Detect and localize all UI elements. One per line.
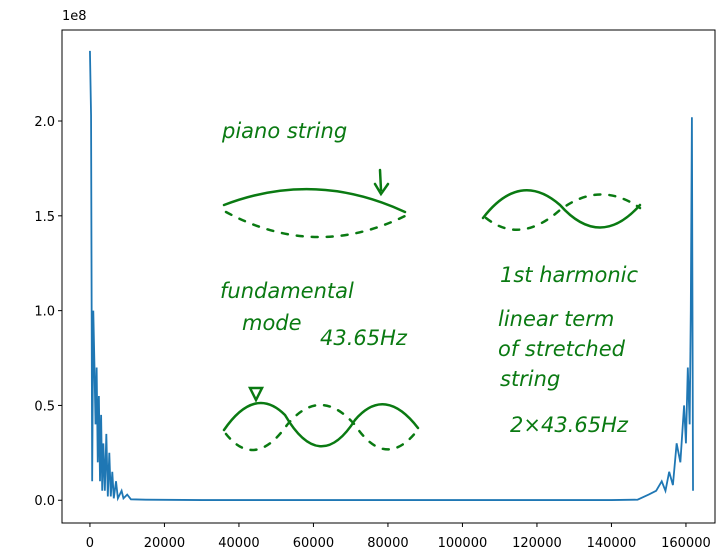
- annotation: of stretched: [498, 337, 626, 361]
- annotation: 2×43.65Hz: [510, 413, 629, 437]
- offset-label: 1e8: [62, 9, 87, 24]
- annotation: linear term: [498, 307, 614, 331]
- annotation: 1st harmonic: [500, 263, 638, 287]
- y-tick-label: 1.0: [34, 305, 55, 320]
- annotation: string: [500, 367, 560, 391]
- y-tick-label: 0.0: [34, 494, 55, 509]
- x-tick-label: 160000: [661, 536, 711, 551]
- line: [89, 50, 694, 502]
- annotation: mode: [242, 311, 302, 335]
- y-tick-label: 1.5: [34, 210, 55, 225]
- y-tick-label: 2.0: [34, 115, 55, 130]
- plot-frame: [61, 29, 716, 524]
- x-tick-label: 0: [86, 536, 94, 551]
- y-tick-label: 0.5: [34, 399, 55, 414]
- x-tick-label: 100000: [438, 536, 488, 551]
- annotation: 43.65Hz: [320, 326, 408, 350]
- sketches: [222, 168, 642, 452]
- x-tick-label: 120000: [512, 536, 562, 551]
- x-tick-label: 60000: [293, 536, 334, 551]
- x-tick-label: 40000: [218, 536, 259, 551]
- annotation: piano string: [221, 119, 347, 143]
- annotation: fundamental: [220, 279, 354, 303]
- x-tick-label: 20000: [144, 536, 185, 551]
- x-tick-label: 140000: [587, 536, 637, 551]
- x-tick-label: 80000: [367, 536, 408, 551]
